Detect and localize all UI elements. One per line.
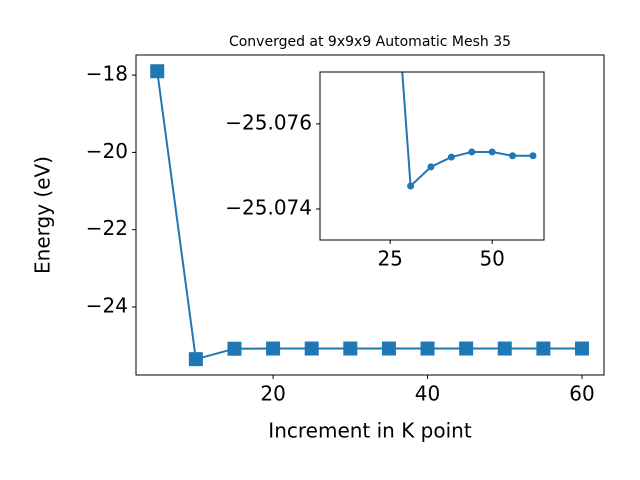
y-tick-label: −20 [86,139,128,163]
marker [150,64,165,79]
marker [447,153,455,161]
marker [420,341,435,356]
marker [459,341,474,356]
x-tick-label: 50 [479,247,504,271]
marker [468,148,476,156]
marker [381,341,396,356]
marker [343,341,358,356]
marker [529,152,537,160]
x-tick-label: 40 [415,382,440,406]
plot-frame [135,54,605,376]
y-tick-label: −25.076 [225,110,312,134]
y-tick-label: −18 [86,62,128,86]
x-tick-label: 20 [260,382,285,406]
marker [188,352,203,367]
marker [574,341,589,356]
plot-frame [319,71,545,241]
chart-title: Converged at 9x9x9 Automatic Mesh 35 [229,34,511,50]
marker [536,341,551,356]
marker [227,341,242,356]
marker [509,152,517,160]
y-tick-label: −22 [86,216,128,240]
marker [427,163,435,171]
marker [304,341,319,356]
marker [488,148,496,156]
marker [266,341,281,356]
plot-series [150,64,589,367]
x-tick-label: 25 [377,247,402,271]
x-tick-label: 60 [569,382,594,406]
y-tick-label: −25.074 [225,195,312,219]
x-axis-label: Increment in K point [268,419,472,443]
y-axis-label: Energy (eV) [31,156,55,274]
y-tick-label: −24 [86,293,128,317]
marker [407,182,415,190]
marker [497,341,512,356]
plot-area [320,72,544,240]
plot-series [401,72,537,190]
